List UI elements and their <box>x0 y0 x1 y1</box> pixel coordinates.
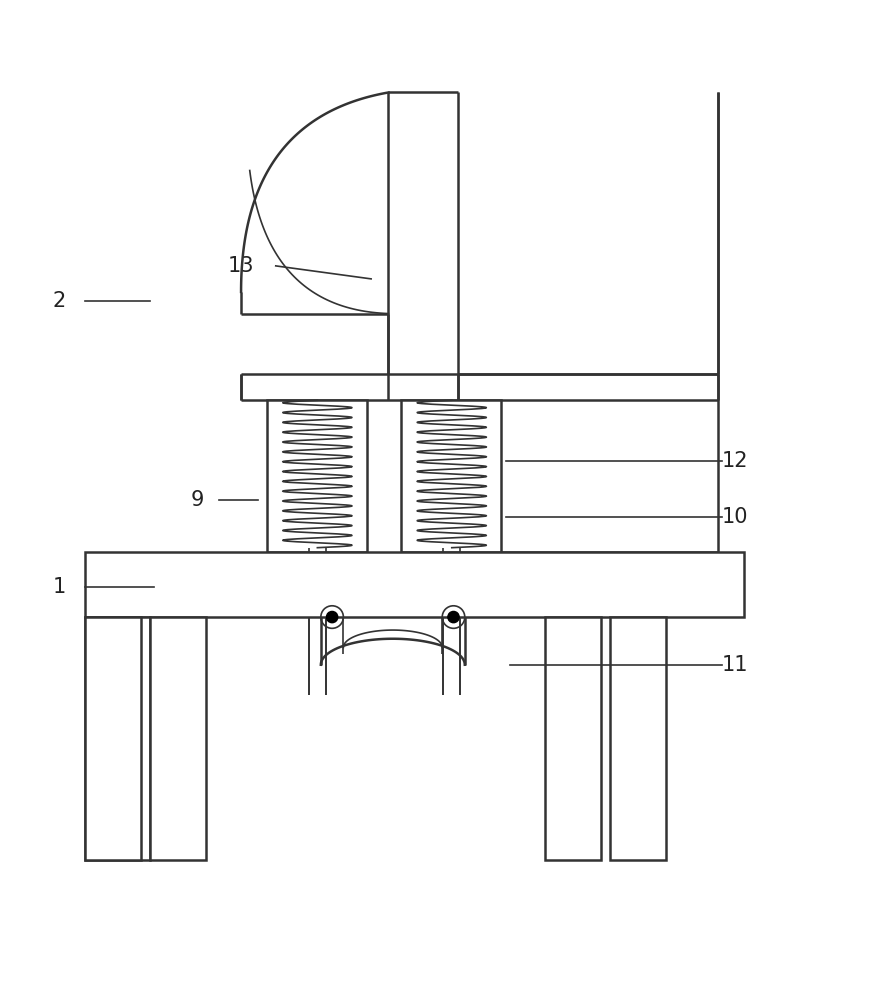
Text: 9: 9 <box>191 490 204 510</box>
Bar <box>402 400 501 552</box>
Text: 10: 10 <box>722 507 749 527</box>
Bar <box>85 617 150 860</box>
Bar <box>85 552 744 617</box>
Bar <box>267 400 366 552</box>
Bar <box>85 617 141 860</box>
Text: 13: 13 <box>228 256 255 276</box>
Text: 2: 2 <box>52 291 65 311</box>
Circle shape <box>327 611 337 623</box>
Bar <box>544 617 601 860</box>
Text: 12: 12 <box>722 451 749 471</box>
Text: 11: 11 <box>722 655 749 675</box>
Bar <box>150 617 206 860</box>
Text: 1: 1 <box>52 577 65 597</box>
Bar <box>610 617 666 860</box>
Circle shape <box>448 611 459 623</box>
